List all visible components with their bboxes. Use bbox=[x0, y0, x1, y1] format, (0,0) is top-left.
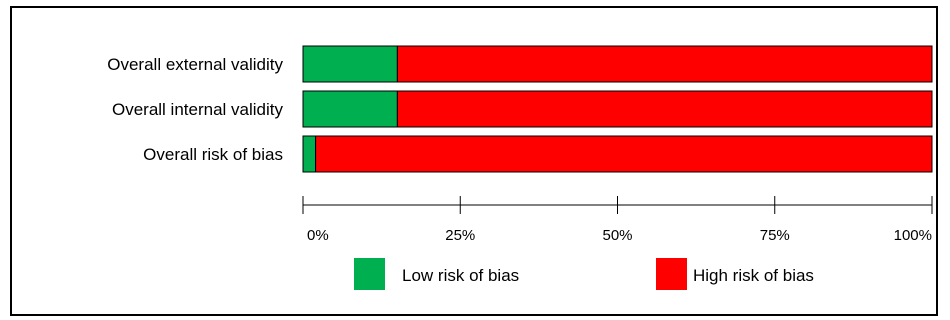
x-tick-label: 0% bbox=[307, 227, 329, 244]
legend-label: Low risk of bias bbox=[402, 266, 519, 285]
bar-segment-low bbox=[302, 45, 398, 83]
bar-segment-high bbox=[396, 45, 933, 83]
bar-segment-low bbox=[302, 135, 317, 173]
x-tick-label: 75% bbox=[760, 227, 790, 244]
category-label: Overall internal validity bbox=[112, 100, 284, 119]
bar-segment-high bbox=[315, 135, 933, 173]
category-label: Overall external validity bbox=[107, 55, 283, 74]
category-label: Overall risk of bias bbox=[143, 145, 283, 164]
chart-frame bbox=[10, 6, 938, 316]
x-tick-label: 100% bbox=[894, 227, 932, 244]
legend-label: High risk of bias bbox=[693, 266, 814, 285]
legend-swatch-high bbox=[656, 258, 687, 290]
x-tick-label: 25% bbox=[445, 227, 475, 244]
legend-swatch-low bbox=[354, 258, 385, 290]
x-tick-label: 50% bbox=[602, 227, 632, 244]
bar-segment-high bbox=[396, 90, 933, 128]
bar-segment-low bbox=[302, 90, 398, 128]
